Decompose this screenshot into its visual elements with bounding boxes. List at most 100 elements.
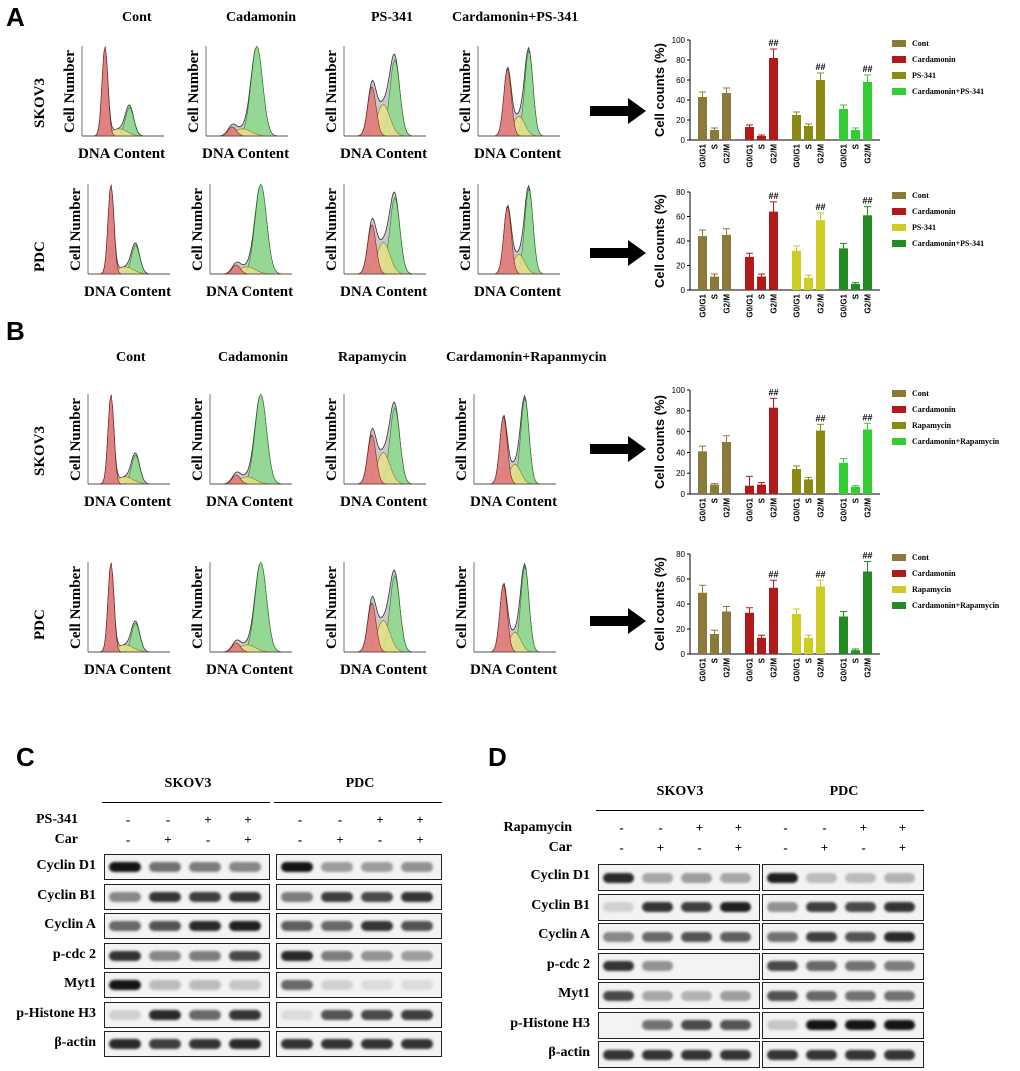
bar (745, 256, 754, 290)
treatment-sign: + (734, 840, 743, 855)
y-axis-label: Cell counts (%) (652, 557, 667, 651)
protein-band (401, 1009, 433, 1020)
x-axis-label: DNA Content (84, 662, 171, 678)
protein-band (767, 902, 798, 912)
protein-band (229, 891, 261, 902)
protein-label: Myt1 (558, 986, 590, 1001)
x-tick-label: G2/M (723, 498, 732, 518)
treatment-sign: - (783, 840, 788, 855)
y-axis-label: Cell Number (68, 398, 84, 481)
protein-band (401, 891, 433, 902)
bar (722, 234, 731, 290)
treatment-sign: + (820, 840, 829, 855)
x-tick-label: G2/M (864, 498, 873, 518)
legend-label: PS-341 (912, 223, 936, 232)
bar (757, 484, 766, 494)
significance-mark: ## (815, 413, 825, 423)
y-tick-label: 60 (676, 76, 685, 85)
y-tick-label: 40 (676, 448, 685, 457)
protein-band (884, 902, 915, 912)
column-header: Cardamonin+PS-341 (452, 10, 579, 25)
x-tick-label: G2/M (770, 144, 779, 164)
legend-swatch (892, 72, 906, 79)
blot-strip (276, 972, 442, 998)
significance-mark: ## (815, 569, 825, 579)
blot-strip (104, 854, 270, 880)
x-tick-label: S (758, 143, 767, 149)
protein-band (603, 1049, 634, 1060)
protein-label: Cyclin D1 (36, 858, 97, 873)
bar (851, 650, 860, 654)
x-axis-label: DNA Content (84, 284, 171, 300)
legend-label: Cont (912, 389, 929, 398)
protein-band (109, 1009, 141, 1020)
legend-swatch (892, 40, 906, 47)
flow-histogram: Cell Number DNA Content (318, 178, 438, 309)
x-tick-label: G2/M (723, 144, 732, 164)
x-axis-label: DNA Content (78, 146, 165, 162)
x-tick-label: S (711, 497, 720, 503)
treatment-sign: + (204, 812, 212, 827)
x-tick-label: G0/G1 (793, 657, 802, 681)
y-tick-label: 20 (676, 625, 685, 634)
bar (710, 484, 719, 494)
flow-histogram: Cell Number DNA Content (318, 40, 438, 171)
blot-strip (598, 864, 760, 891)
protein-band (884, 872, 915, 883)
protein-band (281, 921, 313, 931)
significance-mark: ## (768, 191, 778, 201)
panel-label-b: B (6, 316, 25, 346)
legend-swatch (892, 390, 906, 397)
protein-band (642, 1020, 673, 1030)
protein-label: Myt1 (64, 976, 96, 991)
legend-swatch (892, 88, 906, 95)
treatment-sign: - (337, 812, 343, 827)
y-tick-label: 20 (676, 116, 685, 125)
bar (769, 211, 778, 290)
column-header: PS-341 (371, 10, 413, 25)
treatment-sign: - (165, 812, 171, 827)
blot-strip (276, 854, 442, 880)
blot-strip (762, 864, 924, 891)
treatment-sign: - (697, 840, 702, 855)
x-tick-label: G0/G1 (746, 497, 755, 521)
protein-band (229, 950, 261, 961)
protein-band (109, 1039, 141, 1049)
y-tick-label: 60 (676, 575, 685, 584)
protein-band (845, 1020, 876, 1030)
western-blot-c: SKOV3 PDC PS-341 - - + + - - + + Car - + - + - + - + Cyclin … (10, 770, 450, 1070)
legend-label: Cardamonin+Rapamycin (912, 437, 1000, 446)
protein-band (681, 990, 712, 1001)
x-tick-label: G2/M (817, 498, 826, 518)
blot-strip (762, 1041, 924, 1068)
western-blot-d: SKOV3 PDC Rapamycin - - + + - - + + Car - + - + - + - + Cycl… (484, 770, 1014, 1070)
column-header: Cont (122, 10, 152, 25)
legend-swatch (892, 208, 906, 215)
x-tick-label: S (758, 293, 767, 299)
protein-band (603, 872, 634, 883)
protein-band (884, 990, 915, 1001)
group-underline (274, 802, 442, 803)
column-header: Cardamonin+Rapanmycin (446, 350, 607, 365)
x-axis-label: DNA Content (470, 494, 557, 510)
protein-band (149, 950, 181, 961)
bar (816, 430, 825, 494)
x-axis-label: DNA Content (474, 146, 561, 162)
protein-band (642, 931, 673, 942)
blot-group-header: PDC (829, 784, 859, 799)
protein-label: p-Histone H3 (16, 1005, 96, 1021)
bar (722, 611, 731, 654)
legend-swatch (892, 192, 906, 199)
blot-strip (276, 913, 442, 939)
legend-swatch (892, 406, 906, 413)
y-tick-label: 80 (676, 56, 685, 65)
x-axis-label: DNA Content (206, 284, 293, 300)
blot-strip (762, 1011, 924, 1039)
legend-label: Cardamonin+PS-341 (912, 87, 984, 96)
bar (851, 283, 860, 290)
